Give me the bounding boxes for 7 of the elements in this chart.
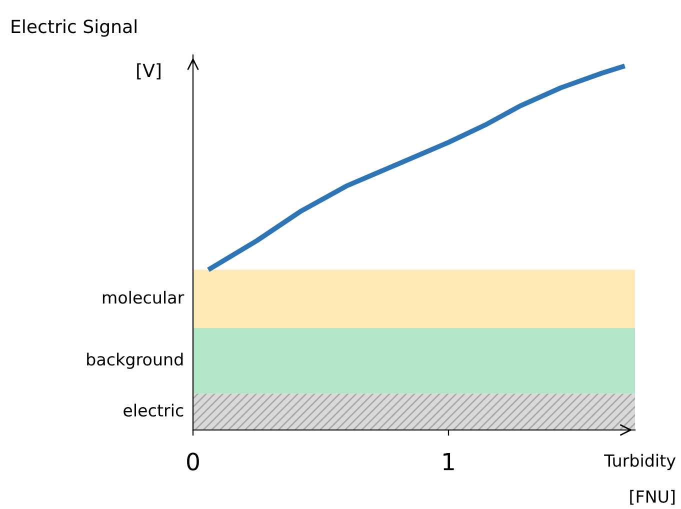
band-label: background (87, 352, 183, 369)
x-axis-title: Turbidity [FNU] (604, 454, 676, 505)
x-tick-label: 0 (187, 452, 199, 470)
x-tick-label: 1 (444, 452, 454, 470)
band-label: molecular (102, 290, 184, 304)
band-label: electric (124, 404, 184, 417)
text: Electric Signal [V] (12, 19, 160, 80)
